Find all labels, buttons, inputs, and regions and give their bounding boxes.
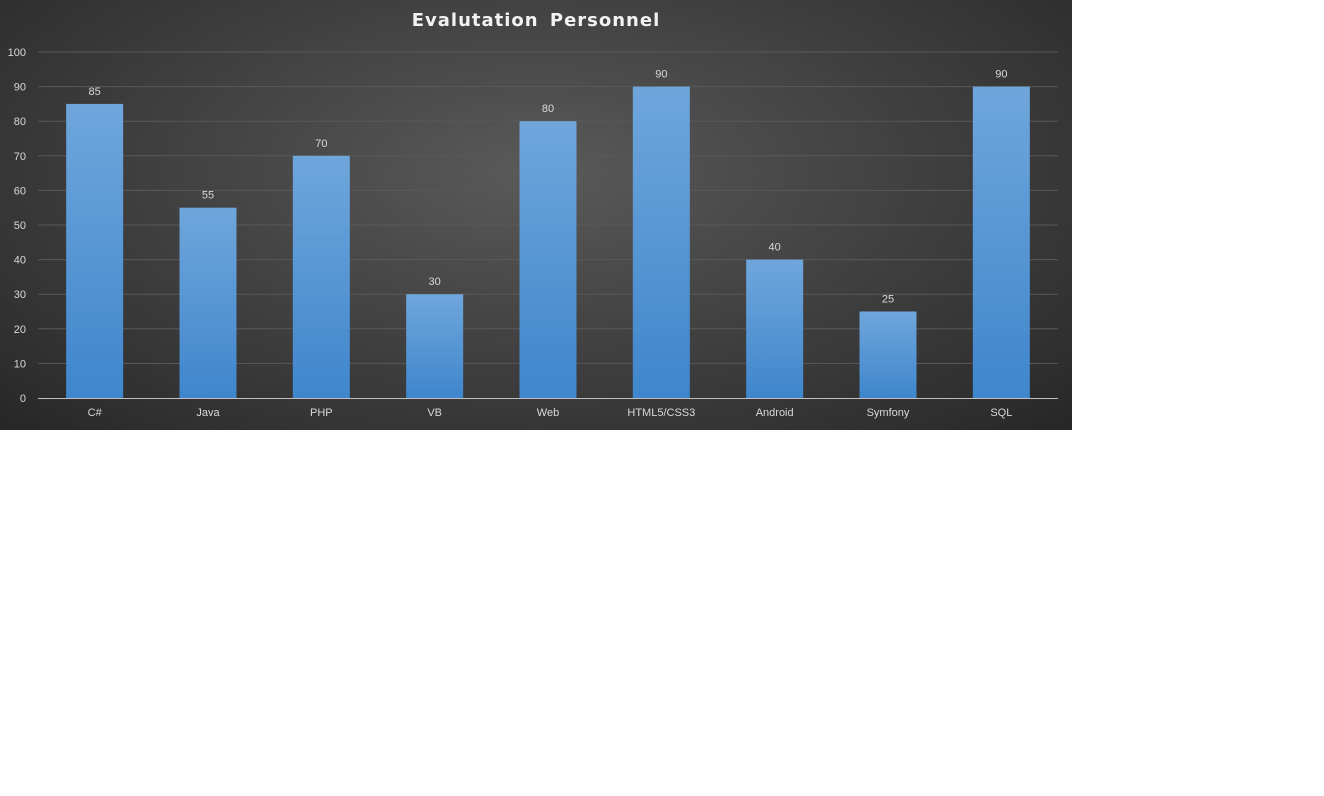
data-label: 85 bbox=[89, 86, 101, 98]
y-tick-label: 90 bbox=[14, 82, 26, 94]
data-label: 55 bbox=[202, 190, 214, 202]
category-label: SQL bbox=[990, 407, 1012, 419]
y-tick-label: 100 bbox=[8, 47, 26, 59]
chart-panel: Evalutation Personnel 0 10 20 30 40 50 60 70 80 9… bbox=[0, 0, 1072, 430]
data-label: 70 bbox=[315, 138, 327, 150]
category-label: PHP bbox=[310, 407, 333, 419]
data-labels: 85 55 70 30 80 90 40 25 90 bbox=[89, 69, 1008, 306]
category-label: Web bbox=[537, 407, 559, 419]
y-tick-label: 50 bbox=[14, 220, 26, 232]
bar bbox=[972, 86, 1030, 398]
y-tick-label: 10 bbox=[14, 358, 26, 370]
bar bbox=[406, 294, 464, 398]
bar bbox=[66, 103, 124, 399]
bar bbox=[632, 86, 690, 398]
category-label: HTML5/CSS3 bbox=[627, 407, 695, 419]
data-label: 90 bbox=[655, 69, 667, 81]
y-tick-label: 80 bbox=[14, 116, 26, 128]
data-label: 80 bbox=[542, 103, 554, 115]
data-label: 30 bbox=[429, 276, 441, 288]
category-label: Symfony bbox=[867, 407, 910, 419]
category-label: C# bbox=[88, 407, 103, 419]
y-tick-label: 60 bbox=[14, 185, 26, 197]
y-tick-label: 70 bbox=[14, 151, 26, 163]
bar bbox=[179, 207, 237, 398]
category-label: VB bbox=[427, 407, 442, 419]
bar bbox=[292, 155, 350, 398]
data-label: 90 bbox=[995, 69, 1007, 81]
category-label: Java bbox=[196, 407, 220, 419]
bar bbox=[859, 311, 917, 398]
data-label: 25 bbox=[882, 294, 894, 306]
data-label: 40 bbox=[769, 242, 781, 254]
y-tick-label: 40 bbox=[14, 255, 26, 267]
y-tick-label: 20 bbox=[14, 324, 26, 336]
chart-title: Evalutation Personnel bbox=[411, 10, 661, 31]
category-label: Android bbox=[756, 407, 794, 419]
bars bbox=[66, 86, 1030, 399]
x-axis-category-labels: C# Java PHP VB Web HTML5/CSS3 Android Symfony SQ… bbox=[88, 407, 1013, 419]
bar bbox=[519, 121, 577, 398]
y-tick-label: 30 bbox=[14, 289, 26, 301]
bar-chart: 0 10 20 30 40 50 60 70 80 90 100 85 55 70 30 80 90 40 25 9… bbox=[8, 47, 1058, 419]
bar bbox=[746, 259, 804, 398]
y-axis-tick-labels: 0 10 20 30 40 50 60 70 80 90 100 bbox=[8, 47, 26, 405]
y-tick-label: 0 bbox=[20, 393, 26, 405]
